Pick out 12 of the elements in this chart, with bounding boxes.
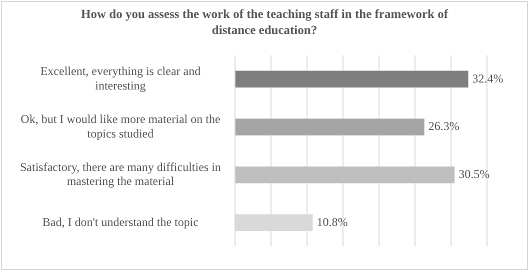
y-tick-label: Satisfactory, there are many difficulties in mastering the material [20, 160, 221, 188]
bar [235, 118, 424, 136]
data-label: 30.5% [458, 166, 490, 181]
bar [235, 166, 455, 184]
y-tick-label: Excellent, everything is clear and interesting [40, 64, 201, 92]
data-label: 32.4% [472, 71, 504, 86]
y-tick-label: Bad, I don't understand the topic [42, 214, 199, 229]
data-label: 10.8% [316, 214, 348, 229]
chart-title: How do you assess the work of the teaching staff in the framework of distance education? [80, 6, 450, 38]
data-label: 26.3% [428, 119, 460, 134]
y-tick-label: Ok, but I would like more material on the topics studied [20, 112, 220, 140]
bar [235, 70, 468, 88]
